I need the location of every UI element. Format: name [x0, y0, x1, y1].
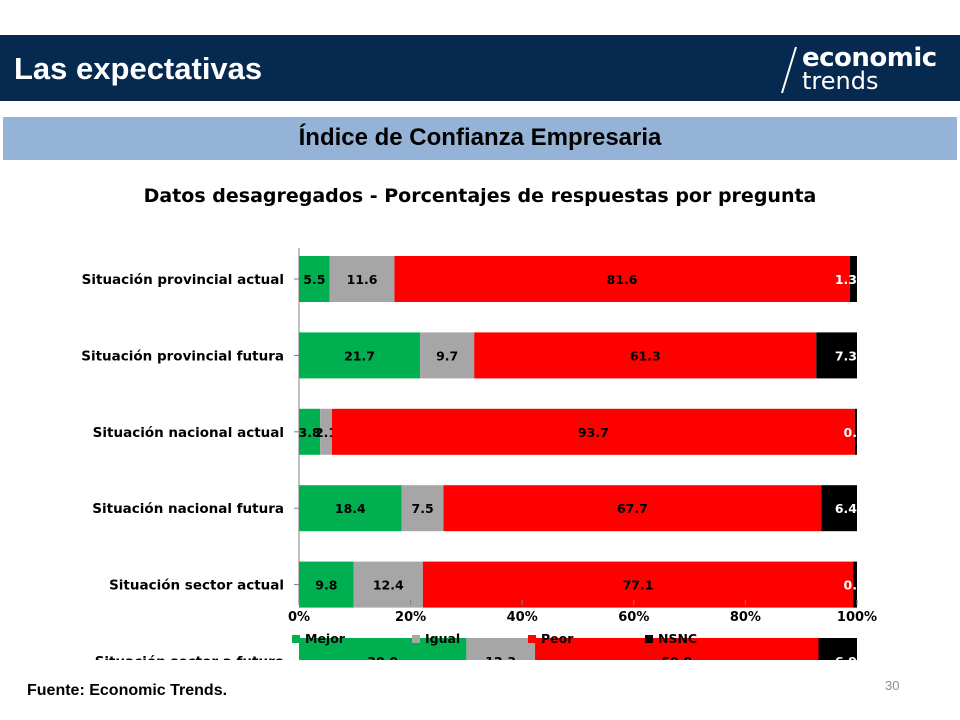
bar-nsnc-1	[816, 332, 857, 379]
bar-igual-0	[329, 256, 395, 302]
bar-nsnc-5	[818, 638, 857, 660]
data-label-peor-2: 93.7	[578, 425, 609, 440]
x-tick-label-4: 80%	[730, 610, 761, 625]
legend-swatch-peor	[528, 635, 536, 643]
data-label-mejor-3: 18.4	[335, 501, 366, 516]
bar-peor-0	[394, 256, 850, 302]
category-label-3: Situación nacional futura	[92, 501, 284, 517]
bar-mejor-3	[299, 485, 402, 532]
source-note: Fuente: Economic Trends.	[27, 682, 228, 699]
x-tick-label-5: 100%	[837, 610, 877, 625]
bar-peor-2	[331, 408, 855, 455]
data-label-igual-2: 2.1	[315, 425, 337, 440]
data-label-nsnc-3: 6.4	[835, 501, 857, 516]
data-label-peor-1: 61.3	[630, 348, 661, 363]
data-label-mejor-4: 9.8	[315, 578, 337, 593]
bar-peor-4	[422, 561, 854, 608]
category-label-1: Situación provincial futura	[81, 348, 284, 364]
data-label-nsnc-1: 7.3	[835, 348, 857, 363]
x-tick-label-3: 60%	[618, 610, 649, 625]
data-label-nsnc-0: 1.3	[835, 272, 857, 287]
data-label-nsnc-4: 0.	[844, 578, 857, 593]
x-tick-label-0: 0%	[288, 610, 310, 625]
bar-igual-1	[420, 332, 475, 379]
data-label-peor-5: 50.8	[661, 654, 692, 660]
header-bar: Las expectativas economic trends	[0, 35, 960, 101]
data-label-mejor-0: 5.5	[303, 272, 325, 287]
category-label-0: Situación provincial actual	[82, 272, 284, 288]
x-tick-label-2: 40%	[507, 610, 538, 625]
data-label-mejor-2: 3.8	[299, 425, 321, 440]
page-number: 30	[885, 678, 900, 693]
bar-nsnc-2	[854, 408, 857, 455]
bar-nsnc-4	[853, 561, 857, 608]
data-label-igual-5: 12.3	[485, 654, 516, 660]
data-label-mejor-1: 21.7	[344, 348, 375, 363]
bar-nsnc-3	[821, 485, 857, 532]
bar-mejor-1	[299, 332, 421, 379]
section-title: Índice de Confianza Empresaria	[298, 124, 662, 151]
chart-title: Datos desagregados - Porcentajes de resp…	[143, 185, 817, 207]
x-tick-label-1: 20%	[395, 610, 426, 625]
bar-peor-1	[474, 332, 817, 379]
legend-label-nsnc: NSNC	[658, 631, 697, 646]
category-label-5: Situación sector a futuro	[95, 654, 284, 660]
data-label-igual-4: 12.4	[373, 578, 404, 593]
bar-igual-2	[320, 408, 332, 455]
bar-igual-5	[466, 638, 536, 660]
data-label-nsnc-5: 6.9	[835, 654, 857, 660]
bar-igual-4	[353, 561, 423, 608]
data-label-nsnc-2: 0.	[844, 425, 857, 440]
legend-swatch-igual	[412, 635, 420, 643]
data-label-mejor-5: 30.0	[367, 654, 398, 660]
stacked-bar-chart: 5.5 11.6 81.6 1.3 Situación provincial actua…	[81, 248, 877, 660]
bar-mejor-2	[299, 408, 321, 455]
slide-title: Las expectativas	[14, 51, 263, 86]
data-label-peor-3: 67.7	[617, 501, 648, 516]
bar-mejor-5	[299, 638, 467, 660]
bar-igual-3	[401, 485, 444, 532]
legend-label-mejor: Mejor	[305, 631, 346, 646]
logo-text-economic: economic	[802, 43, 937, 73]
legend-label-igual: Igual	[425, 631, 460, 646]
data-label-igual-3: 7.5	[412, 501, 434, 516]
data-label-igual-0: 11.6	[347, 272, 378, 287]
bar-peor-3	[443, 485, 822, 532]
legend-swatch-nsnc	[645, 635, 653, 643]
section-band: Índice de Confianza Empresaria	[3, 117, 957, 160]
legend-swatch-mejor	[292, 635, 300, 643]
data-label-peor-0: 81.6	[607, 272, 638, 287]
data-label-peor-4: 77.1	[623, 578, 654, 593]
category-label-4: Situación sector actual	[109, 578, 284, 594]
bar-mejor-4	[299, 561, 354, 608]
bar-peor-5	[535, 638, 819, 660]
bar-mejor-0	[299, 256, 330, 302]
data-label-igual-1: 9.7	[436, 348, 458, 363]
legend-label-peor: Peor	[541, 631, 574, 646]
logo-text-trends: trends	[802, 67, 879, 95]
logo-slash-icon	[781, 46, 797, 94]
economic-trends-logo: economic trends	[776, 43, 946, 95]
bar-nsnc-0	[849, 256, 857, 302]
category-label-2: Situación nacional actual	[93, 425, 284, 441]
